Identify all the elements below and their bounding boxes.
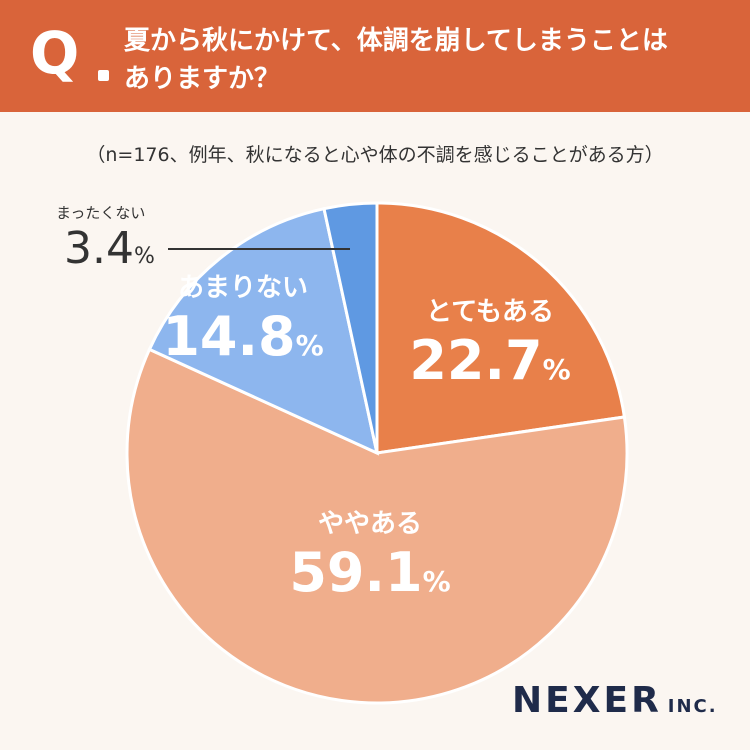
leader-line — [168, 248, 350, 250]
pie-slice-amari-nai — [147, 206, 380, 456]
question-line-2: ありますか？ — [124, 64, 281, 94]
sample-note: （n=176、例年、秋になると心や体の不調を感じることがある方） — [86, 144, 664, 166]
pie-slice-totemo-aru — [375, 201, 627, 455]
slice-label-group-amari-nai: あまりない 14.8% — [148, 272, 338, 379]
slice-value-totemo-aru: 22.7% — [409, 329, 571, 392]
slice-value-mattaku-nai: 3.4% — [64, 223, 155, 274]
slice-label-yaya-aru: ややある — [317, 509, 422, 539]
question-line-1: 夏から秋にかけて、体調を崩してしまうことは — [124, 26, 668, 56]
slice-label-amari-nai: あまりない — [177, 273, 308, 303]
question-text: 夏から秋にかけて、体調を崩してしまうことは ありますか？ — [124, 22, 724, 98]
slice-label-group-yaya-aru: ややある 59.1% — [270, 508, 470, 615]
question-header: Q 夏から秋にかけて、体調を崩してしまうことは ありますか？ — [0, 0, 750, 112]
pie-slice-yaya-aru — [125, 347, 629, 705]
slice-value-yaya-aru: 59.1% — [289, 541, 451, 604]
pie-slice-mattaku-nai — [322, 201, 379, 454]
slice-label-mattaku-nai: まったくない — [56, 204, 146, 222]
slice-value-amari-nai: 14.8% — [162, 305, 324, 368]
slice-label-group-totemo-aru: とてもある 22.7% — [395, 296, 585, 403]
nexer-logo: NEXER INC. — [512, 680, 718, 721]
q-mark: Q — [30, 19, 80, 87]
q-dot — [98, 70, 109, 81]
slice-label-totemo-aru: とてもある — [426, 297, 554, 327]
